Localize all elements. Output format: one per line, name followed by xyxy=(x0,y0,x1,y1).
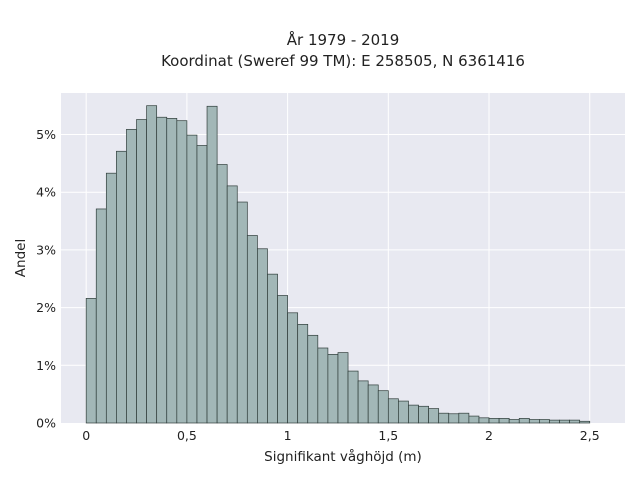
y-tick-label: 4% xyxy=(36,185,56,200)
histogram-bar xyxy=(317,347,329,424)
histogram-bar xyxy=(377,390,389,424)
tick-labels: 0 0,5 1 1,5 2 2,5 0% 1% 2% 3% 4% 5% xyxy=(36,127,600,443)
histogram-bar xyxy=(408,404,419,424)
histogram-bar xyxy=(337,352,349,424)
histogram-bar xyxy=(105,172,117,424)
chart-title-line1: År 1979 - 2019 xyxy=(287,30,400,49)
histogram-bar xyxy=(418,405,429,424)
histogram-bar xyxy=(287,312,299,424)
x-tick-label: 1,5 xyxy=(378,428,398,443)
histogram-bar xyxy=(236,201,248,424)
histogram-bar xyxy=(357,380,369,424)
bars xyxy=(85,105,591,424)
histogram-bar xyxy=(518,418,530,424)
y-axis-label: Andel xyxy=(13,239,29,277)
histogram-bar xyxy=(297,323,309,424)
histogram-bar xyxy=(387,398,399,424)
histogram-bar xyxy=(246,235,258,424)
histogram-bar xyxy=(95,208,107,424)
y-tick-label: 1% xyxy=(36,358,56,373)
histogram-bar xyxy=(196,145,208,424)
histogram-bar xyxy=(126,128,137,424)
x-tick-label: 0,5 xyxy=(177,428,197,443)
chart-title-line2: Koordinat (Sweref 99 TM): E 258505, N 63… xyxy=(161,52,525,70)
histogram-bar xyxy=(216,164,228,424)
x-tick-label: 2,5 xyxy=(580,428,600,443)
histogram-bar xyxy=(508,419,520,424)
histogram-bar xyxy=(367,384,379,424)
histogram-bar xyxy=(528,419,540,424)
histogram-bar xyxy=(85,298,97,424)
histogram-bar xyxy=(569,419,581,424)
histogram-bar xyxy=(166,118,178,424)
histogram-bar xyxy=(116,150,127,424)
histogram-bar xyxy=(488,418,500,424)
histogram-bar xyxy=(448,413,460,424)
histogram-bar xyxy=(146,105,158,424)
histogram-bar xyxy=(398,400,409,424)
histogram-bar xyxy=(478,417,490,424)
histogram-bar xyxy=(549,419,560,424)
histogram-bar xyxy=(206,105,218,424)
histogram-bar xyxy=(226,185,238,424)
x-tick-label: 1 xyxy=(284,428,292,443)
histogram-bar xyxy=(458,412,470,424)
y-tick-label: 5% xyxy=(36,127,56,142)
histogram-bar xyxy=(347,370,359,424)
histogram-bar xyxy=(186,134,198,424)
histogram-bar xyxy=(277,295,288,424)
histogram-bar xyxy=(156,116,168,424)
x-tick-label: 2 xyxy=(485,428,493,443)
histogram-bar xyxy=(257,248,268,424)
x-axis-label: Signifikant våghöjd (m) xyxy=(264,448,422,465)
y-tick-label: 3% xyxy=(36,242,56,257)
histogram-bar xyxy=(559,419,570,424)
y-tick-label: 0% xyxy=(36,416,56,431)
histogram-bar xyxy=(498,418,510,424)
histogram-bar xyxy=(327,353,339,424)
y-tick-label: 2% xyxy=(36,300,56,315)
histogram-bar xyxy=(539,419,550,424)
x-tick-label: 0 xyxy=(82,428,90,443)
histogram-bar xyxy=(438,412,450,424)
histogram-bar xyxy=(176,120,188,424)
histogram-bar xyxy=(468,415,480,424)
histogram-bar xyxy=(579,420,591,424)
histogram-bar xyxy=(307,334,319,424)
histogram-bar xyxy=(428,408,440,424)
histogram-bar xyxy=(136,119,147,424)
histogram-bar xyxy=(267,273,278,424)
